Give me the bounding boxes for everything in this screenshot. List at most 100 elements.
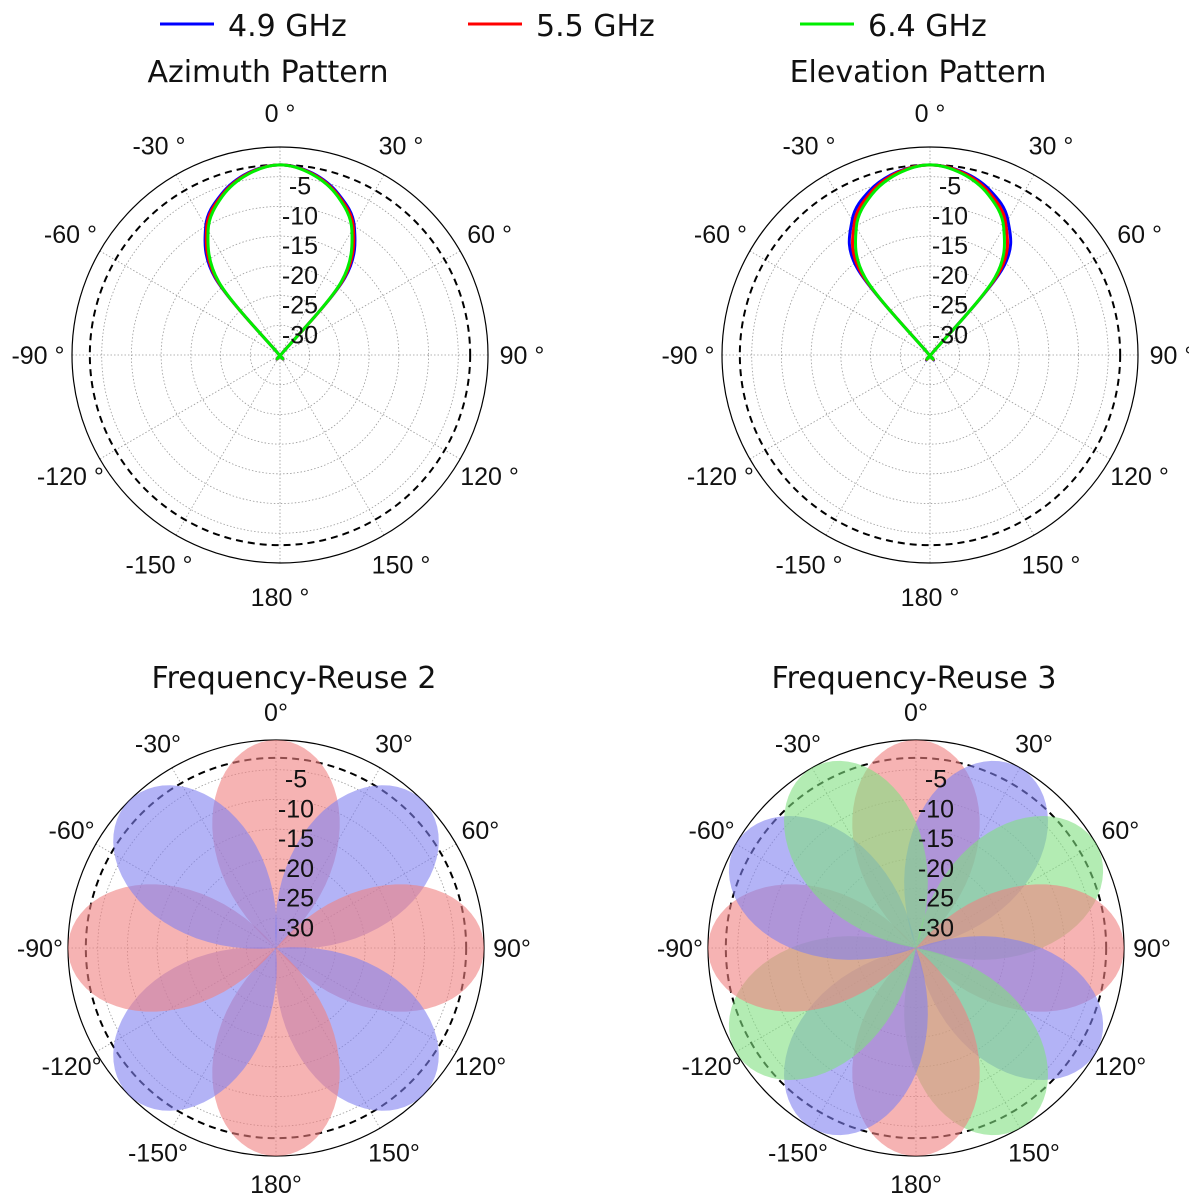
angle-label-150: -150°	[128, 1139, 188, 1167]
angle-label-180: 180°	[250, 1171, 302, 1193]
radial-label-25: -25	[278, 885, 314, 913]
radial-label-30: -30	[932, 321, 968, 349]
angle-label-90: 90°	[1133, 935, 1171, 963]
radial-label-5: -5	[925, 766, 947, 794]
chart-title-azimuth: Azimuth Pattern	[147, 55, 388, 90]
grid-circle	[899, 324, 961, 386]
chart-title-reuse-3: Frequency-Reuse 3	[772, 661, 1057, 696]
radial-label-30: -30	[282, 321, 318, 349]
angle-label-30: 30°	[1015, 731, 1053, 759]
radial-label-30: -30	[918, 914, 954, 942]
angle-label-90: -90 °	[11, 342, 64, 370]
angle-label-150: -150°	[768, 1139, 828, 1167]
radial-label-15: -15	[282, 232, 318, 260]
angle-label-60: -60 °	[44, 221, 97, 249]
polar-grid	[721, 146, 1139, 564]
grid-spoke	[929, 354, 1035, 536]
grid-spoke	[749, 250, 931, 356]
grid-spoke	[825, 354, 931, 536]
radial-label-25: -25	[918, 885, 954, 913]
angle-label-30: -30 °	[132, 132, 185, 160]
series-line-6-4-ghz	[206, 163, 354, 361]
polar-plot-azimuth: 0 ° 30 ° 60 ° 90 ° 120 ° 150 ° 180 ° -150 ° -120…	[11, 100, 544, 612]
grid-circle	[190, 265, 370, 445]
radial-label-5: -5	[289, 173, 311, 201]
grid-spoke	[279, 354, 385, 536]
beam-layer	[708, 740, 1124, 1156]
grid-circle	[810, 235, 1050, 475]
radial-label-30: -30	[278, 914, 314, 942]
radial-label-10: -10	[282, 202, 318, 230]
grid-circle	[220, 295, 340, 415]
angle-label-0: 0 °	[265, 100, 296, 128]
reference-circle	[738, 163, 1122, 547]
grid-spoke	[279, 354, 461, 460]
legend-label-6-4-ghz: 6.4 GHz	[868, 9, 987, 44]
angle-label-90: -90°	[17, 935, 63, 963]
grid-circle	[870, 295, 990, 415]
legend-label-4-9-ghz: 4.9 GHz	[228, 9, 347, 44]
grid-spoke	[175, 354, 281, 536]
outer-circle	[721, 146, 1139, 564]
angle-label-60: -60 °	[694, 221, 747, 249]
beam-45	[113, 785, 277, 949]
legend-label-5-5-ghz: 5.5 GHz	[536, 9, 655, 44]
angle-label-60: 60°	[461, 817, 499, 845]
series-line-6-4-ghz	[853, 163, 1007, 361]
chart-title-elevation: Elevation Pattern	[790, 55, 1047, 90]
angle-label-150: -150 °	[126, 552, 193, 580]
angle-label-150: 150 °	[372, 552, 431, 580]
axis-labels: 0 ° 30 ° 60 ° 90 ° 120 ° 150 ° 180 ° -150 ° -120…	[661, 100, 1189, 612]
grid-spoke	[99, 354, 281, 460]
angle-label-90: 90 °	[500, 342, 545, 370]
radial-label-5: -5	[285, 766, 307, 794]
axis-labels: 0° 30° 60° 90° 120° 150° 180° -150° -120° -90° -60…	[657, 699, 1171, 1193]
grid-circle	[249, 324, 311, 386]
radial-label-25: -25	[932, 292, 968, 320]
angle-label-120: -120°	[682, 1053, 742, 1081]
radial-label-15: -15	[932, 232, 968, 260]
grid-spoke	[99, 250, 281, 356]
angle-label-30: 30°	[375, 731, 413, 759]
chart-title-reuse-2: Frequency-Reuse 2	[152, 661, 437, 696]
angle-label-60: -60°	[49, 817, 95, 845]
grid-spoke	[175, 174, 281, 356]
angle-label-180: 180°	[890, 1171, 942, 1193]
grid-circle	[131, 206, 429, 504]
angle-label-0: 0°	[264, 699, 288, 727]
polar-plot-reuse-2: 0° 30° 60° 90° 120° 150° 180° -150° -120° -90° -60…	[17, 699, 531, 1193]
radial-label-20: -20	[932, 262, 968, 290]
polar-plot-reuse-3: 0° 30° 60° 90° 120° 150° 180° -150° -120° -90° -60…	[657, 699, 1171, 1193]
grid-circle	[751, 176, 1109, 534]
angle-label-120: -120°	[42, 1053, 102, 1081]
angle-label-60: 60°	[1101, 817, 1139, 845]
radial-label-15: -15	[278, 825, 314, 853]
grid-circle	[781, 206, 1079, 504]
legend: 4.9 GHz 5.5 GHz 6.4 GHz	[160, 9, 987, 44]
angle-label-120: 120°	[455, 1053, 507, 1081]
grid-circle	[840, 265, 1020, 445]
angle-label-120: -120 °	[37, 463, 104, 491]
angle-label-180: 180 °	[251, 584, 310, 612]
angle-label-30: 30 °	[379, 132, 424, 160]
series-layer	[847, 163, 1013, 362]
angle-label-180: 180 °	[901, 584, 960, 612]
series-layer	[203, 163, 357, 361]
angle-label-30: 30 °	[1029, 132, 1074, 160]
angle-label-90: 90 °	[1150, 342, 1189, 370]
radial-label-20: -20	[278, 855, 314, 883]
polar-grid	[71, 146, 489, 564]
angle-label-30: -30°	[135, 731, 181, 759]
angle-label-120: 120 °	[1110, 463, 1169, 491]
radial-label-10: -10	[278, 795, 314, 823]
angle-label-0: 0 °	[915, 100, 946, 128]
beam-layer	[68, 740, 484, 1156]
polar-plot-elevation: 0 ° 30 ° 60 ° 90 ° 120 ° 150 ° 180 ° -150 ° -120…	[661, 100, 1189, 612]
angle-label-90: -90°	[657, 935, 703, 963]
radial-label-10: -10	[918, 795, 954, 823]
angle-label-120: -120 °	[687, 463, 754, 491]
radial-label-25: -25	[282, 292, 318, 320]
reference-circle	[88, 163, 472, 547]
axis-labels: 0 ° 30 ° 60 ° 90 ° 120 ° 150 ° 180 ° -150 ° -120…	[11, 100, 544, 612]
